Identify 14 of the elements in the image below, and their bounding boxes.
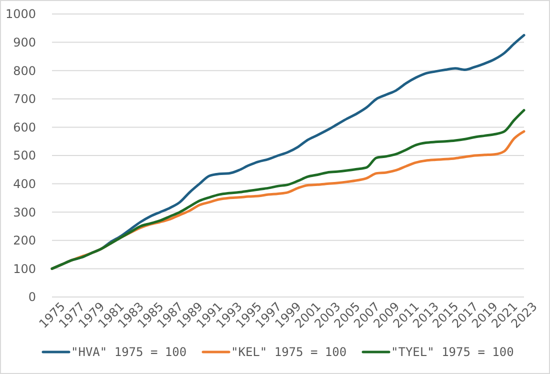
y-tick-label: 100 xyxy=(13,262,36,276)
y-tick-label: 400 xyxy=(13,177,36,191)
legend-label: "KEL" 1975 = 100 xyxy=(231,345,347,360)
y-tick-label: 200 xyxy=(13,234,36,248)
y-tick-label: 0 xyxy=(28,290,36,304)
y-tick-label: 900 xyxy=(13,36,36,50)
legend-label: "TYEL" 1975 = 100 xyxy=(391,345,514,360)
y-tick-label: 500 xyxy=(13,148,36,163)
y-tick-label: 1000 xyxy=(5,7,36,22)
legend-label: "HVA" 1975 = 100 xyxy=(71,345,187,360)
y-tick-label: 800 xyxy=(13,64,36,78)
y-tick-label: 700 xyxy=(13,92,36,106)
y-tick-label: 300 xyxy=(13,205,36,220)
y-tick-label: 600 xyxy=(13,120,36,134)
